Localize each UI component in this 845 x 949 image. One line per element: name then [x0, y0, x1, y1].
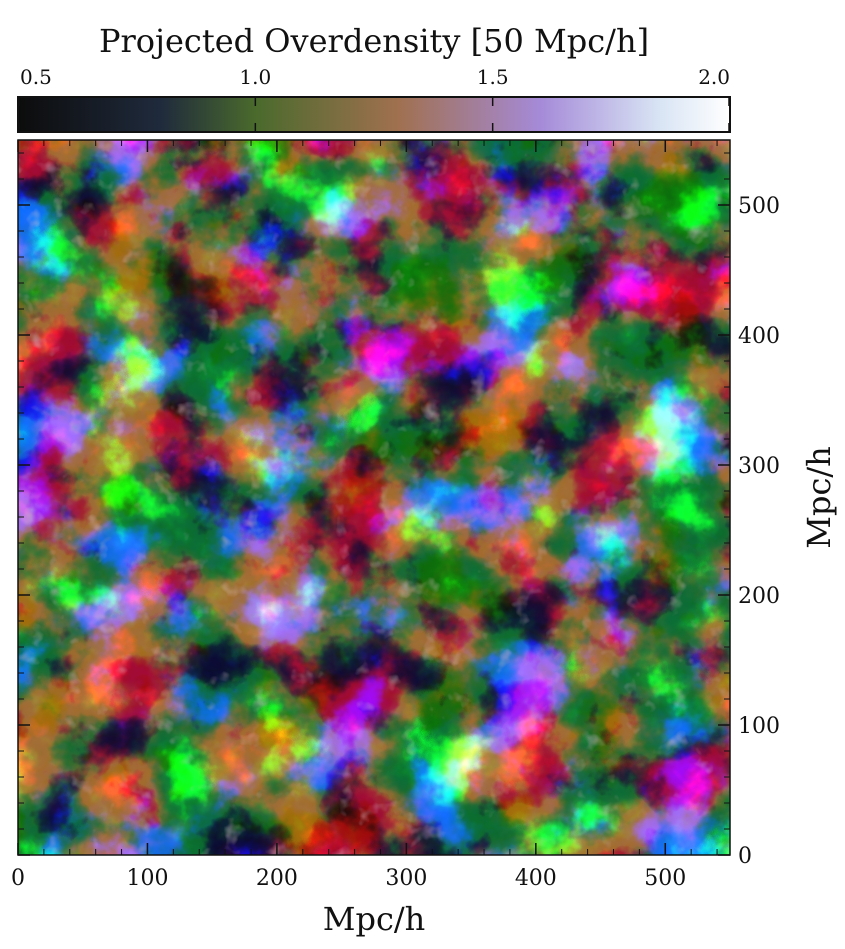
x-tick-label: 400	[515, 866, 557, 891]
colorbar-tick-label: 2.0	[698, 65, 730, 89]
x-tick-label: 300	[385, 866, 427, 891]
x-axis-label: Mpc/h	[323, 900, 426, 938]
filament-knots	[18, 140, 730, 855]
y-tick-label: 0	[738, 844, 752, 869]
y-tick-label: 500	[738, 194, 780, 219]
colorbar-ticks: 0.5 1.0 1.5 2.0	[18, 65, 730, 132]
colorbar-tick-label: 0.5	[20, 65, 52, 89]
x-tick-label: 500	[644, 866, 686, 891]
plot-frame	[17, 139, 731, 856]
colorbar: Projected Overdensity [50 Mpc/h] 0.5 1.0 1…	[17, 22, 731, 133]
y-axis: 0 100 200 300 400 500	[18, 152, 780, 869]
x-axis: 0 100 200 300 400 500	[11, 140, 718, 891]
density-field	[18, 140, 730, 855]
x-tick-label: 100	[126, 866, 168, 891]
colorbar-tick-label: 1.5	[477, 65, 509, 89]
colorbar-gradient	[17, 96, 731, 133]
x-tick-label: 200	[256, 866, 298, 891]
colorbar-tick-label: 1.0	[239, 65, 271, 89]
x-tick-label: 0	[11, 866, 25, 891]
y-tick-label: 400	[738, 324, 780, 349]
colorbar-label: Projected Overdensity [50 Mpc/h]	[99, 22, 649, 60]
y-axis-label: Mpc/h	[800, 446, 838, 549]
y-tick-label: 300	[738, 454, 780, 479]
y-tick-label: 200	[738, 584, 780, 609]
y-tick-label: 100	[738, 714, 780, 739]
